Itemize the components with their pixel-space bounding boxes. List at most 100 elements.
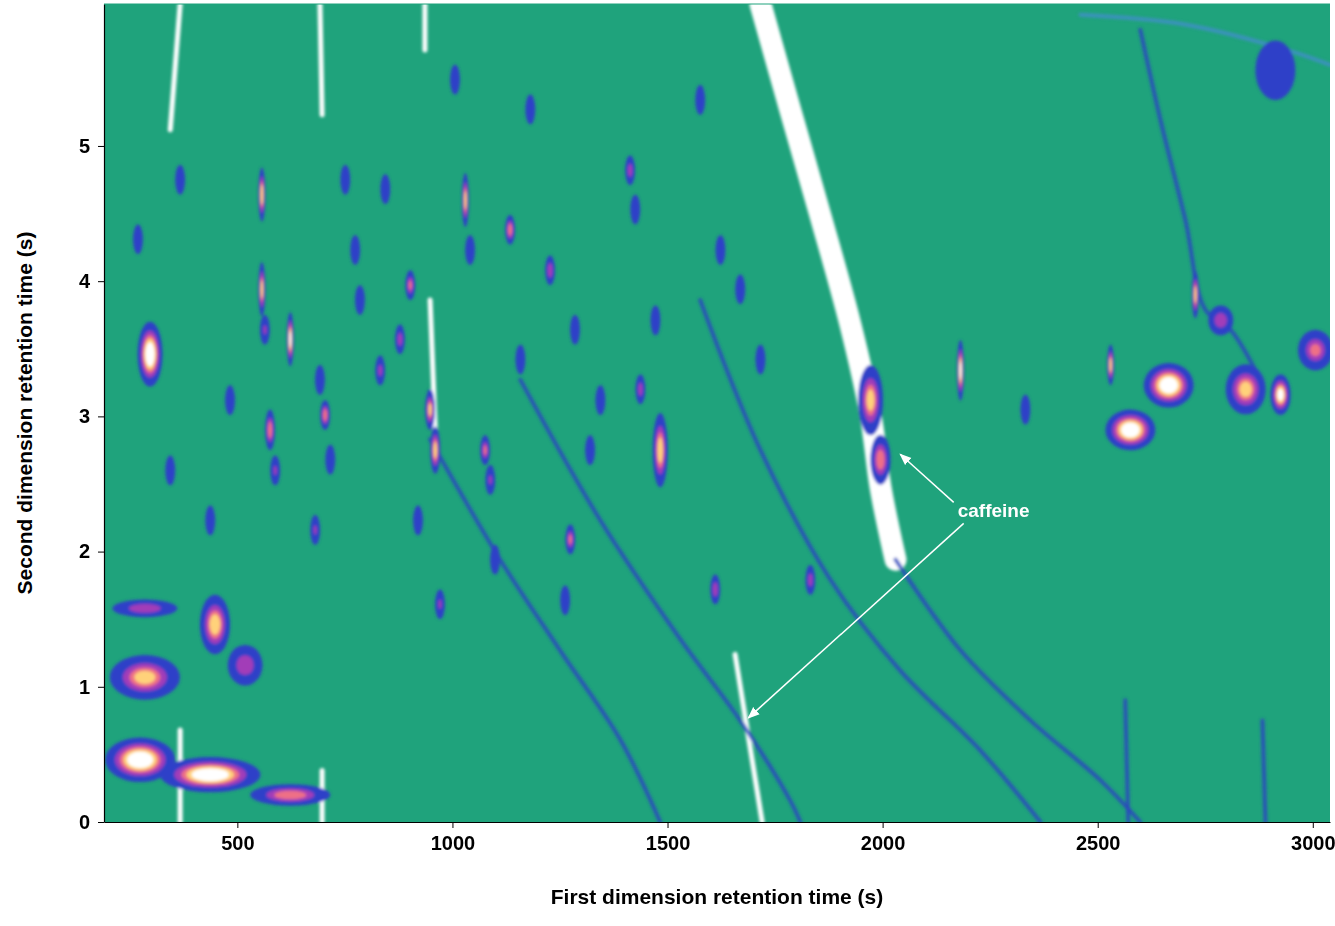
peak-contour (959, 358, 962, 383)
peak-contour (1154, 372, 1183, 398)
peak-contour (1107, 345, 1114, 386)
peak (355, 285, 365, 315)
peak-contour (1192, 271, 1199, 318)
x-axis: 50010001500200025003000 (105, 822, 1335, 854)
x-axis-tick: 1500 (646, 822, 691, 854)
peak-contour (123, 663, 167, 691)
peak-contour (289, 328, 292, 351)
x-axis-tick-mark (452, 822, 453, 828)
x-axis-tick-mark (883, 822, 884, 828)
peak (805, 565, 815, 595)
peak-contour (210, 614, 220, 634)
peak (228, 645, 263, 686)
peak (505, 215, 515, 245)
peak-contour (323, 409, 327, 421)
x-axis-tick-label: 500 (221, 832, 254, 854)
peak-contour (228, 645, 263, 686)
peak-contour (355, 285, 365, 315)
peak-contour (525, 95, 535, 125)
peak-contour (265, 410, 275, 451)
peak-contour (266, 788, 314, 801)
peaks (105, 41, 1330, 806)
peak-contour (489, 475, 492, 484)
x-axis-tick: 2000 (861, 822, 906, 854)
peak-contour (250, 784, 330, 806)
peak-contour (375, 356, 385, 386)
peak (1192, 271, 1199, 318)
peak (138, 322, 163, 387)
peak (200, 595, 230, 654)
peak (462, 173, 469, 227)
peak-contour (959, 354, 963, 386)
peak-contour (141, 331, 159, 378)
peak (710, 575, 720, 605)
peak (858, 365, 883, 435)
peak (570, 315, 580, 345)
x-axis-tick-label: 3000 (1291, 832, 1335, 854)
peak-contour (1112, 415, 1148, 444)
peak (258, 262, 265, 316)
x-axis-tick-mark (1313, 822, 1314, 828)
streak (1140, 30, 1260, 380)
x-axis-tick-mark (668, 822, 669, 828)
peak (630, 195, 640, 225)
peak-contour (380, 174, 390, 204)
peak-contour (507, 221, 513, 239)
peak-contour (289, 331, 291, 347)
peak-contour (1237, 378, 1255, 400)
peak-contour (258, 262, 265, 316)
peak-contour (484, 446, 487, 455)
marks (105, 4, 1330, 822)
peak (270, 456, 280, 486)
y-axis-tick: 5 (79, 135, 104, 157)
peak-contour (1105, 410, 1155, 451)
x-axis-tick-label: 2500 (1076, 832, 1121, 854)
peak-contour (205, 605, 225, 644)
x-axis-tick-mark (1098, 822, 1099, 828)
peak (756, 345, 766, 375)
x-axis-title: First dimension retention time (s) (551, 885, 884, 908)
peak-contour (143, 335, 157, 373)
peak (325, 445, 335, 475)
peak (405, 270, 415, 300)
peak (450, 65, 460, 95)
peak (490, 545, 500, 575)
peak-contour (1276, 386, 1284, 403)
peak (320, 400, 330, 430)
peak-contour (433, 439, 438, 461)
peak-contour (174, 762, 246, 787)
peak (560, 585, 570, 615)
peak (735, 274, 745, 304)
peak-contour (409, 281, 412, 290)
peak-contour (1116, 418, 1145, 442)
peak (315, 365, 325, 395)
peak-contour (413, 506, 423, 536)
peak-contour (870, 435, 890, 485)
peak (413, 506, 423, 536)
peak (430, 427, 440, 474)
peak-contour (515, 345, 525, 375)
peak-contour (635, 374, 645, 404)
peak-contour (145, 342, 154, 366)
peak-contour (288, 321, 293, 358)
peak (133, 224, 143, 254)
peak (585, 435, 595, 465)
y-axis-tick-label: 0 (79, 811, 90, 833)
peak-contour (565, 525, 575, 555)
y-axis-tick: 4 (79, 270, 104, 292)
peak-contour (959, 361, 961, 379)
y-axis-tick-mark (98, 552, 104, 553)
peak-contour (1240, 382, 1252, 397)
peak-contour (268, 422, 272, 438)
peak (175, 165, 185, 195)
peak-contour (490, 545, 500, 575)
peak-contour (261, 280, 263, 299)
peak-contour (129, 668, 160, 688)
peak (260, 315, 270, 345)
peak-contour (508, 224, 512, 236)
peak (595, 385, 605, 415)
peak-contour (127, 752, 153, 769)
peak-contour (340, 165, 350, 195)
peak-contour (957, 340, 964, 401)
peak-contour (560, 585, 570, 615)
